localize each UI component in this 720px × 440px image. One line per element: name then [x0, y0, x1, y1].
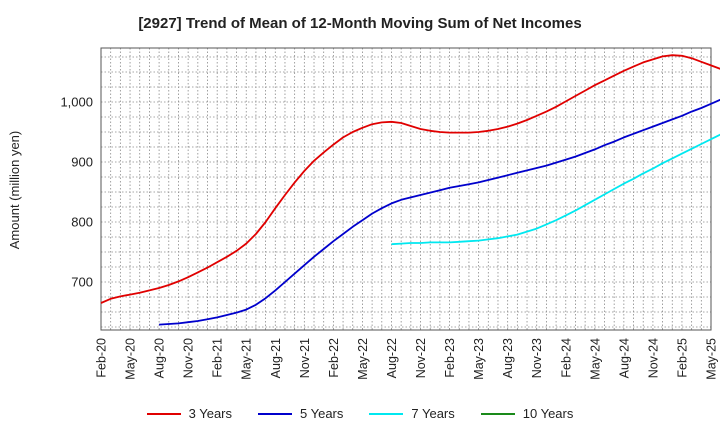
x-tick-label: Feb-25: [675, 338, 689, 378]
x-tick-label: May-20: [124, 338, 138, 380]
series-line-5-years: [159, 98, 720, 326]
x-tick-label: May-23: [472, 338, 486, 380]
x-tick-label: Aug-20: [153, 338, 167, 378]
grid-layer: [101, 48, 711, 330]
y-tick-label: 700: [71, 275, 93, 290]
x-tick-label: Feb-20: [95, 338, 109, 378]
y-tick-label: 800: [71, 215, 93, 230]
legend-item-10-years: 10 Years: [480, 406, 574, 421]
x-tick-label: Nov-23: [530, 338, 544, 378]
x-tick-label: Aug-24: [617, 338, 631, 378]
x-tick-label: Feb-23: [443, 338, 457, 378]
x-tick-label: May-22: [356, 338, 370, 380]
legend-swatch: [369, 412, 404, 415]
legend-swatch: [480, 412, 515, 415]
y-tick-label: 900: [71, 155, 93, 170]
plot-frame: [100, 47, 712, 331]
legend-label: 3 Years: [188, 406, 232, 421]
x-tick-label: May-24: [588, 338, 602, 380]
x-tick-label: May-21: [240, 338, 254, 380]
legend-item-3-years: 3 Years: [146, 406, 232, 421]
series-line-7-years: [391, 133, 720, 246]
legend-item-5-years: 5 Years: [258, 406, 343, 421]
chart-title: [2927] Trend of Mean of 12-Month Moving …: [138, 15, 582, 32]
x-tick-labels: Feb-20 May-20 Aug-20 Nov-20 Feb-21 May-21 Aug-…: [95, 338, 719, 380]
legend-swatch: [258, 412, 292, 415]
y-tick-labels: 700 800 900 1,000: [60, 95, 93, 290]
x-tick-label: Aug-21: [269, 338, 283, 378]
legend-item-7-years: 7 Years: [369, 406, 455, 421]
series-layer: [100, 54, 720, 326]
y-tick-label: 1,000: [60, 95, 93, 110]
legend-label: 10 Years: [522, 406, 574, 421]
x-tick-label: Feb-22: [327, 338, 341, 378]
x-tick-label: Feb-21: [211, 338, 225, 378]
x-tick-label: Aug-23: [501, 338, 515, 378]
y-axis-label: Amount (million yen): [7, 131, 22, 250]
x-tick-label: Nov-24: [646, 338, 660, 378]
x-tick-label: Feb-24: [559, 338, 573, 378]
legend-label: 5 Years: [300, 406, 344, 421]
legend-label: 7 Years: [411, 406, 455, 421]
x-tick-label: Aug-22: [385, 338, 399, 378]
legend-swatch: [146, 412, 181, 415]
x-tick-label: Nov-21: [298, 338, 312, 378]
legend: 3 Years 5 Years 7 Years 10 Years: [0, 406, 720, 421]
x-tick-label: Nov-20: [182, 338, 196, 378]
x-tick-label: Nov-22: [414, 338, 428, 378]
x-tick-label: May-25: [705, 338, 719, 380]
series-line-3-years: [100, 54, 720, 304]
